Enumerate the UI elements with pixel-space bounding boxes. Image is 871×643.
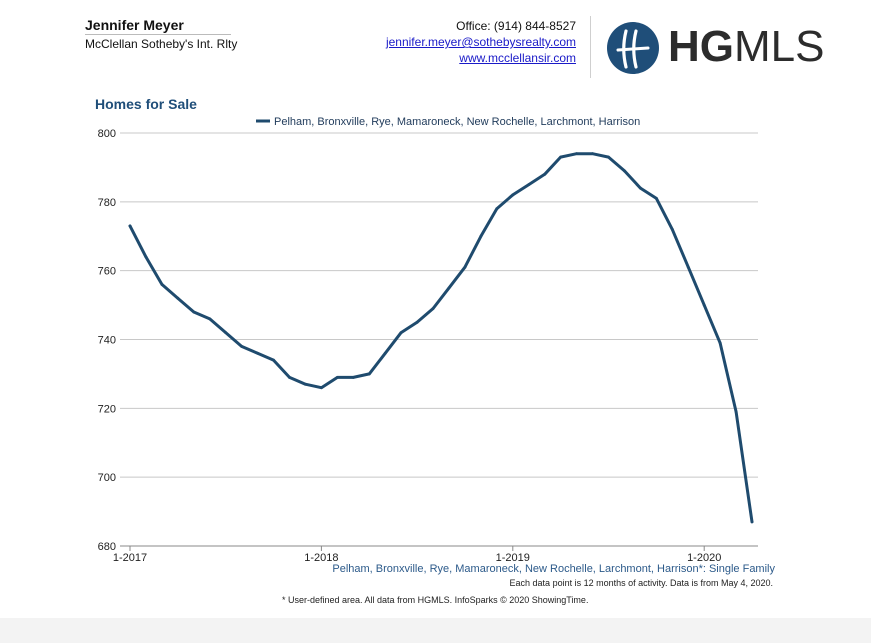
data-point: [320, 386, 323, 390]
homes-for-sale-chart: Homes for Sale Pelham, Bronxville, Rye, …: [95, 96, 758, 564]
x-tick-label: 1-2019: [496, 552, 530, 564]
data-point: [495, 207, 499, 211]
hgmls-logo-text: HGMLS: [668, 22, 825, 71]
data-point: [367, 372, 371, 376]
agent-name-divider: [85, 34, 231, 35]
data-point: [256, 351, 259, 355]
data-point: [686, 265, 690, 269]
subarea-label: Pelham, Bronxville, Rye, Mamaroneck, New…: [332, 563, 775, 575]
data-point: [240, 344, 244, 348]
x-tick-label: 1-2017: [113, 552, 147, 564]
chart-series: [128, 152, 754, 524]
data-point: [639, 186, 642, 190]
activity-note: Each data point is 12 months of activity…: [509, 578, 773, 588]
x-tick-label: 1-2020: [687, 552, 721, 564]
data-point: [431, 307, 435, 310]
series-line: [128, 152, 754, 524]
data-point: [750, 520, 754, 524]
source-note: * User-defined area. All data from HGMLS…: [282, 595, 589, 605]
data-point: [335, 375, 339, 379]
office-phone: Office: (914) 844-8527: [456, 19, 576, 33]
data-point: [272, 358, 275, 362]
data-point: [208, 317, 212, 321]
y-tick-label: 680: [98, 541, 116, 553]
x-tick-label: 1-2018: [304, 552, 338, 564]
data-point: [654, 196, 658, 200]
legend-swatch: [256, 119, 270, 123]
data-point: [463, 265, 467, 269]
chart-legend: Pelham, Bronxville, Rye, Mamaroneck, New…: [256, 116, 640, 128]
data-point: [192, 310, 196, 314]
data-point: [718, 341, 722, 345]
data-point: [734, 410, 738, 414]
data-point: [176, 296, 180, 300]
y-tick-label: 780: [98, 197, 116, 209]
data-point: [575, 152, 578, 156]
data-point: [351, 375, 355, 379]
y-tick-label: 700: [98, 472, 116, 484]
data-point: [128, 224, 132, 228]
data-point: [304, 382, 307, 386]
data-point: [607, 155, 610, 159]
y-axis: 680 700 720 740 760 780 800: [98, 128, 116, 553]
y-tick-label: 740: [98, 335, 116, 347]
data-point: [144, 255, 148, 259]
data-point: [415, 320, 419, 324]
website-link[interactable]: www.mcclellansir.com: [459, 51, 576, 65]
data-point: [543, 172, 547, 176]
data-point: [160, 283, 164, 286]
x-axis: 1-2017 1-2018 1-2019 1-2020: [113, 546, 721, 564]
data-point: [591, 152, 594, 156]
data-point: [702, 303, 706, 307]
data-point: [559, 155, 563, 159]
agent-name: Jennifer Meyer: [85, 17, 184, 33]
data-point: [399, 331, 403, 335]
data-point: [670, 227, 674, 231]
data-point: [479, 234, 483, 238]
hgmls-logo-icon: [607, 22, 659, 74]
data-point: [383, 351, 387, 355]
agent-company: McClellan Sotheby's Int. Rlty: [85, 37, 238, 51]
chart-title: Homes for Sale: [95, 96, 197, 112]
data-point: [224, 331, 228, 335]
legend-label: Pelham, Bronxville, Rye, Mamaroneck, New…: [274, 116, 640, 128]
header-divider: [590, 16, 591, 78]
chart-gridlines: [120, 132, 758, 547]
email-link[interactable]: jennifer.meyer@sothebysrealty.com: [385, 35, 576, 49]
y-tick-label: 720: [98, 403, 116, 415]
data-point: [623, 169, 626, 173]
y-tick-label: 760: [98, 266, 116, 278]
contact-block: Office: (914) 844-8527 jennifer.meyer@so…: [386, 18, 576, 66]
bottom-bar: [0, 618, 871, 643]
data-point: [447, 286, 451, 290]
data-point: [527, 183, 531, 187]
data-point: [288, 375, 291, 379]
data-point: [511, 193, 515, 197]
y-tick-label: 800: [98, 128, 116, 140]
hgmls-logo: HGMLS: [606, 22, 846, 74]
